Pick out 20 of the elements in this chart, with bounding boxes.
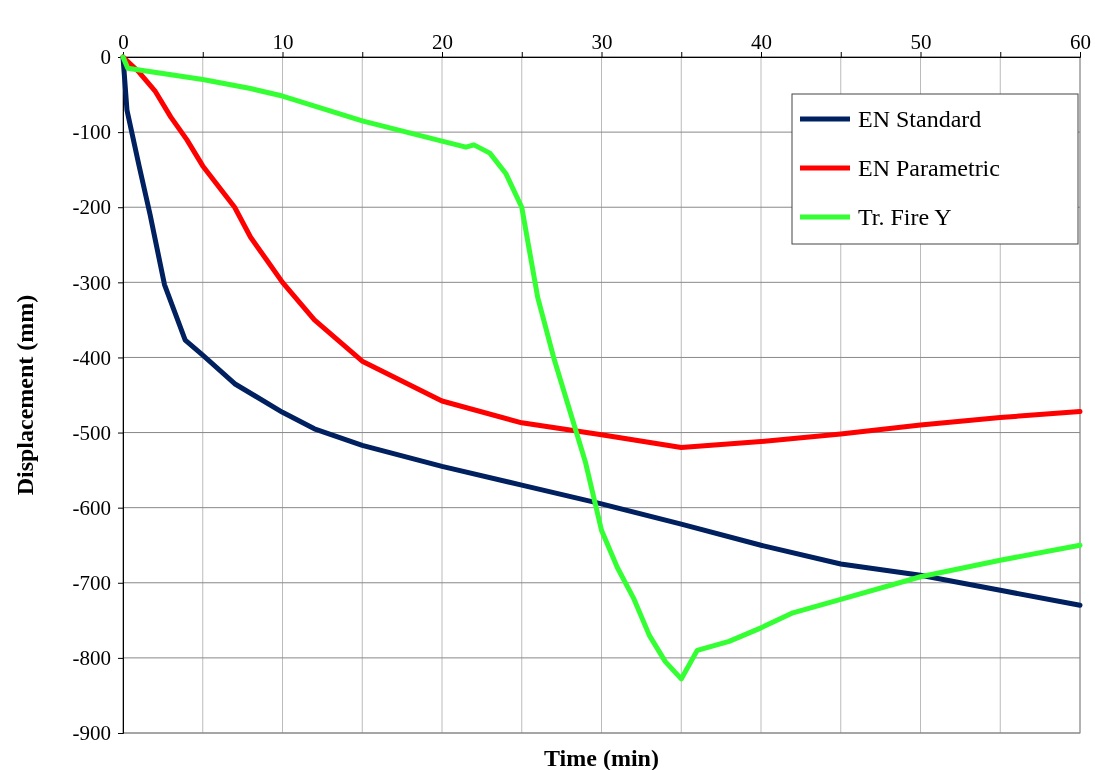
x-tick-label: 0 xyxy=(118,30,129,54)
x-tick-label: 60 xyxy=(1070,30,1091,54)
y-tick-label: -800 xyxy=(72,646,111,671)
y-tick-label: -500 xyxy=(72,420,111,445)
y-axis-title: Displacement (mm) xyxy=(12,294,38,496)
legend-label: EN Parametric xyxy=(858,155,1000,181)
x-tick-label: 30 xyxy=(591,30,613,54)
x-tick-label: 40 xyxy=(751,30,772,54)
y-tick-label: -300 xyxy=(72,270,111,295)
legend-label: Tr. Fire Y xyxy=(858,204,952,230)
legend-label: EN Standard xyxy=(858,106,982,132)
x-tick-label: 50 xyxy=(910,30,932,54)
y-tick-label: -200 xyxy=(72,195,111,220)
y-tick-label: -400 xyxy=(72,345,111,370)
y-tick-label: -100 xyxy=(72,120,111,145)
y-tick-label: -600 xyxy=(72,495,111,520)
x-tick-label: 10 xyxy=(272,30,294,54)
y-tick-label: -700 xyxy=(72,571,111,595)
y-tick-label: -900 xyxy=(72,721,111,746)
x-tick-label: 20 xyxy=(432,30,453,54)
